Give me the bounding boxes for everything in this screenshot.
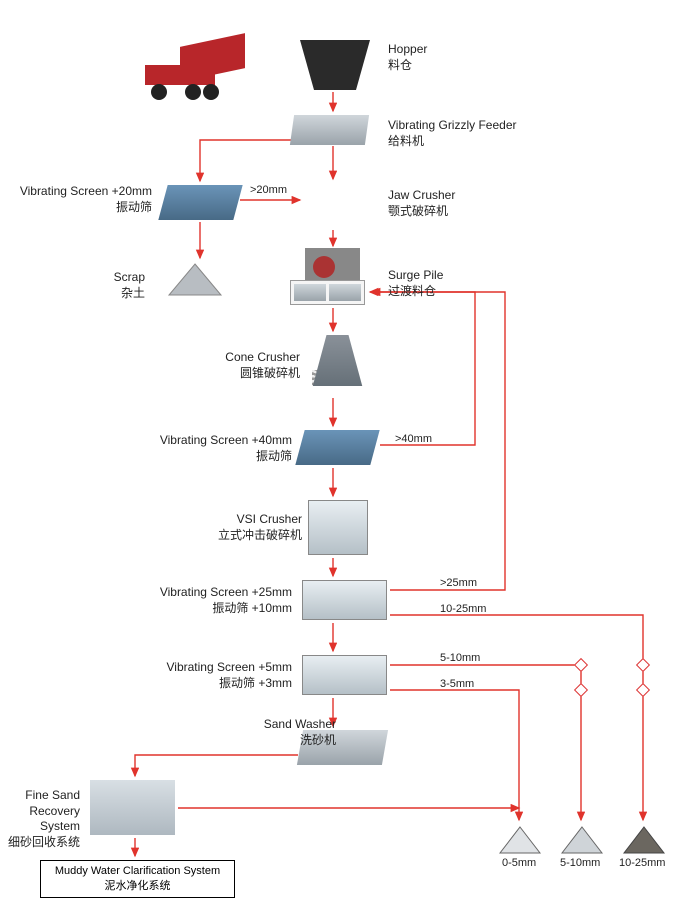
vsi-crusher — [308, 500, 368, 555]
screen4-bot-label: 3-5mm — [440, 678, 474, 690]
vibrating-feeder — [290, 115, 369, 145]
junction-icon — [574, 683, 588, 697]
vibrating-screen-3 — [302, 580, 387, 620]
screen1-label: Vibrating Screen +20mm振动筛 — [20, 184, 152, 215]
junction-icon — [636, 658, 650, 672]
screen3-label: Vibrating Screen +25mm振动筛 +10mm — [160, 585, 292, 616]
surge-pile-belts — [290, 280, 365, 305]
feeder-label: Vibrating Grizzly Feeder给料机 — [388, 118, 517, 149]
screen2-label: Vibrating Screen +40mm振动筛 — [160, 433, 292, 464]
fine-sand-recovery — [90, 780, 175, 835]
screen3-top-label: >25mm — [440, 577, 477, 589]
vibrating-screen-4 — [302, 655, 387, 695]
junction-icon — [574, 658, 588, 672]
dump-truck — [145, 35, 250, 100]
screen4-top-label: 5-10mm — [440, 652, 480, 664]
jaw-label: Jaw Crusher颚式破碎机 — [388, 188, 455, 219]
output-pile-5-10: 5-10mm — [560, 825, 604, 855]
screen3-bot-label: 10-25mm — [440, 603, 486, 615]
screen1-split-label: >20mm — [250, 184, 287, 196]
scrap-label: Scrap杂土 — [114, 270, 145, 301]
screen2-split-label: >40mm — [395, 433, 432, 445]
clarification-system-box: Muddy Water Clarification System泥水净化系统 — [40, 860, 235, 898]
cone-label: Cone Crusher圆锥破碎机 — [225, 350, 300, 381]
vibrating-screen-2 — [295, 430, 379, 465]
hopper — [300, 40, 370, 90]
surge-label: Surge Pile过渡料仓 — [388, 268, 443, 299]
junction-icon — [636, 683, 650, 697]
vibrating-screen-1 — [158, 185, 242, 220]
screen4-label: Vibrating Screen +5mm振动筛 +3mm — [166, 660, 292, 691]
output-pile-0-5: 0-5mm — [498, 825, 542, 855]
vsi-label: VSI Crusher立式冲击破碎机 — [218, 512, 302, 543]
hopper-label: Hopper料仓 — [388, 42, 427, 73]
scrap-pile — [165, 262, 225, 297]
washer-label: Sand Washer洗砂机 — [264, 717, 336, 748]
output-pile-10-25: 10-25mm — [622, 825, 666, 855]
recovery-label: Fine Sand Recovery System细砂回收系统 — [0, 788, 80, 850]
